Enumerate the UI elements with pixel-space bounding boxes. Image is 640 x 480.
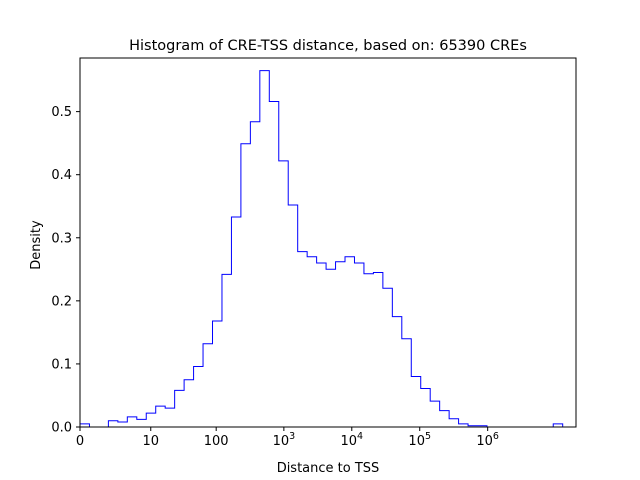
y-tick-label: 0.1 bbox=[51, 357, 72, 372]
x-tick-label: 105 bbox=[408, 431, 431, 449]
x-tick-label: 100 bbox=[204, 434, 229, 449]
plot-area: 0 10 100 103 104 105 106 0.0 0.1 0.2 0.3 0.4 0.5 bbox=[51, 57, 577, 449]
y-tick-label: 0.0 bbox=[51, 421, 72, 436]
x-tick-label: 104 bbox=[340, 431, 363, 449]
y-tick-label: 0.4 bbox=[51, 168, 72, 183]
x-tick-label: 0 bbox=[76, 434, 84, 449]
x-tick-label: 106 bbox=[476, 431, 499, 449]
x-axis-label: Distance to TSS bbox=[277, 461, 380, 476]
y-tick-label: 0.5 bbox=[51, 105, 72, 120]
y-tick-label: 0.3 bbox=[51, 231, 72, 246]
axes-frame bbox=[79, 57, 577, 428]
y-axis-label: Density bbox=[29, 220, 44, 270]
x-tick-label: 103 bbox=[273, 431, 296, 449]
x-tick-label: 10 bbox=[142, 434, 159, 449]
chart-title: Histogram of CRE-TSS distance, based on:… bbox=[129, 38, 527, 54]
y-tick-label: 0.2 bbox=[51, 294, 72, 309]
histogram-step-line bbox=[79, 70, 564, 428]
